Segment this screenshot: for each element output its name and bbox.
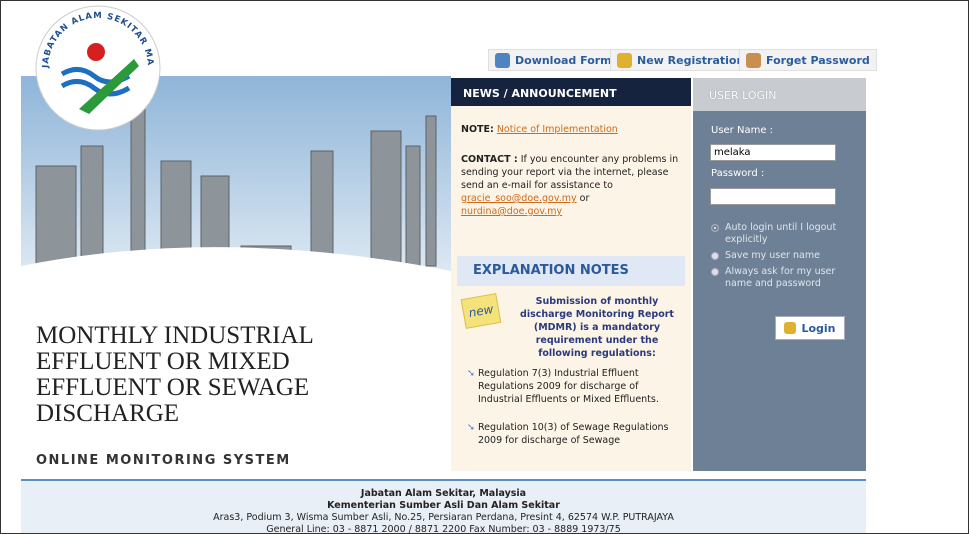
radio[interactable]: [711, 268, 719, 276]
login-button[interactable]: Login: [775, 316, 845, 340]
lock-icon: [784, 322, 796, 334]
note: NOTE: Notice of Implementation: [461, 123, 618, 136]
password-input[interactable]: [710, 188, 836, 205]
email-link[interactable]: nurdina@doe.gov.my: [461, 206, 562, 217]
news-panel: NEWS / ANNOUNCEMENT NOTE: Notice of Impl…: [451, 78, 691, 471]
footer-line: General Line: 03 - 8871 2000 / 8871 2200…: [21, 524, 866, 534]
login-option[interactable]: Auto login until I logout explicitly: [711, 222, 851, 246]
regulation-item: ➘Regulation 7(3) Industrial Effluent Reg…: [467, 367, 681, 406]
title-line: DISCHARGE: [36, 401, 179, 427]
note-link[interactable]: Notice of Implementation: [497, 124, 618, 135]
link-text: Forget Password: [766, 54, 870, 67]
download-form-link[interactable]: Download Form: [488, 49, 619, 71]
username-input[interactable]: melaka: [710, 144, 836, 161]
footer: Jabatan Alam Sekitar, Malaysia Kementeri…: [21, 479, 866, 534]
button-text: Login: [801, 322, 835, 335]
footer-line: Jabatan Alam Sekitar, Malaysia: [21, 488, 866, 500]
title-line: MONTHLY INDUSTRIAL: [36, 323, 314, 349]
regulation-item: ➘Regulation 10(3) of Sewage Regulations …: [467, 421, 681, 447]
note-label: NOTE:: [461, 124, 494, 135]
bullet-icon: ➘: [467, 367, 475, 406]
contact-label: CONTACT :: [461, 154, 518, 165]
password-label: Password :: [711, 168, 764, 179]
footer-line: Aras3, Podium 3, Wisma Sumber Asli, No.2…: [21, 512, 866, 524]
login-header: USER LOGIN: [693, 78, 866, 111]
forget-password-link[interactable]: Forget Password: [739, 49, 877, 71]
footer-line: Kementerian Sumber Asli Dan Alam Sekitar: [21, 500, 866, 512]
option-text: Save my user name: [725, 250, 820, 262]
title-line: EFFLUENT OR MIXED: [36, 349, 290, 375]
login-option[interactable]: Save my user name: [711, 250, 851, 262]
regulation-text: Regulation 10(3) of Sewage Regulations 2…: [478, 421, 681, 447]
subtitle: ONLINE MONITORING SYSTEM: [36, 453, 291, 468]
regulation-text: Regulation 7(3) Industrial Effluent Regu…: [478, 367, 681, 406]
link-text: Download Form: [515, 54, 612, 67]
explanation-intro: Submission of monthly discharge Monitori…: [511, 295, 683, 360]
page: JABATAN ALAM SEKITAR MALAYSIA Download F…: [0, 0, 969, 534]
email-link[interactable]: gracie_soo@doe.gov.my: [461, 193, 577, 204]
or-text: or: [580, 193, 590, 204]
radio[interactable]: [711, 252, 719, 260]
new-badge: new: [461, 293, 502, 329]
logo: JABATAN ALAM SEKITAR MALAYSIA: [34, 4, 164, 134]
new-registration-link[interactable]: New Registration: [610, 49, 751, 71]
option-text: Always ask for my user name and password: [725, 266, 851, 290]
option-text: Auto login until I logout explicitly: [725, 222, 851, 246]
login-option[interactable]: Always ask for my user name and password: [711, 266, 851, 290]
title-line: EFFLUENT OR SEWAGE: [36, 375, 309, 401]
link-text: New Registration: [637, 54, 744, 67]
login-panel: USER LOGIN User Name : melaka Password :…: [693, 78, 866, 471]
bullet-icon: ➘: [467, 421, 475, 447]
radio[interactable]: [711, 224, 719, 232]
contact: CONTACT : If you encounter any problems …: [461, 153, 686, 218]
explanation-header: EXPLANATION NOTES: [457, 256, 685, 286]
username-label: User Name :: [711, 125, 773, 136]
news-header: NEWS / ANNOUNCEMENT: [451, 78, 691, 106]
